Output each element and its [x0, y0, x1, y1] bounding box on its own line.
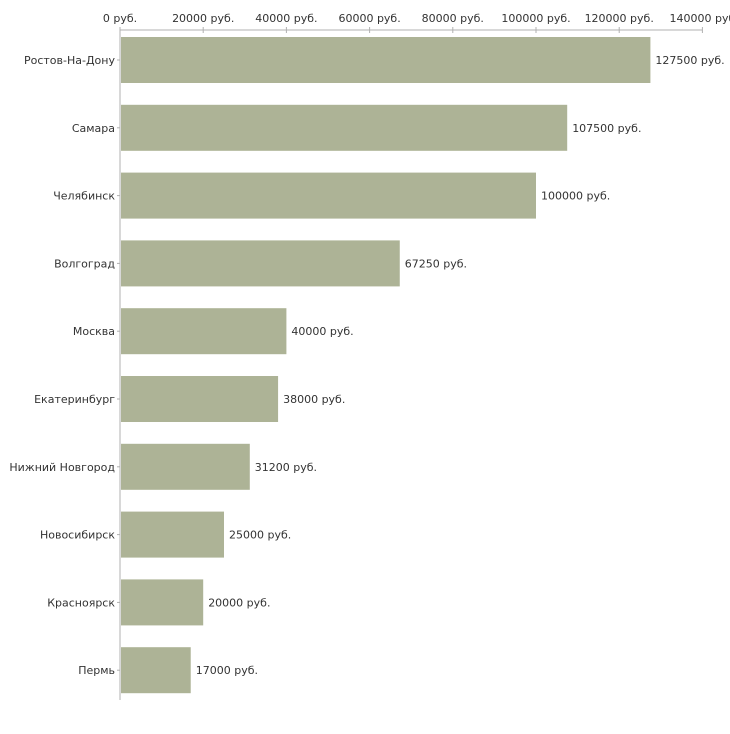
value-label: 107500 руб. — [572, 122, 641, 135]
category-label: Красноярск — [47, 596, 115, 609]
value-label: 25000 руб. — [229, 529, 291, 542]
bar — [121, 511, 224, 558]
x-tick-label: 0 руб. — [103, 12, 137, 25]
bar — [121, 172, 536, 219]
bar — [121, 579, 204, 626]
bar — [121, 443, 250, 490]
category-label: Челябинск — [53, 190, 115, 203]
bar — [121, 37, 651, 83]
x-tick-label: 140000 руб — [670, 12, 730, 25]
category-label: Пермь — [78, 664, 115, 677]
value-label: 20000 руб. — [208, 596, 270, 609]
category-label: Нижний Новгород — [9, 461, 115, 474]
value-label: 17000 руб. — [196, 664, 258, 677]
bar — [121, 104, 568, 151]
category-label: Самара — [72, 122, 115, 135]
category-label: Екатеринбург — [34, 393, 115, 406]
bar — [121, 376, 279, 422]
value-label: 38000 руб. — [283, 393, 345, 406]
category-label: Волгоград — [54, 257, 115, 270]
x-tick-label: 40000 руб. — [255, 12, 317, 25]
bars-group — [121, 37, 651, 694]
value-label: 127500 руб. — [655, 54, 724, 67]
x-tick-label: 120000 руб. — [585, 12, 654, 25]
x-axis-ticks: 0 руб. 20000 руб. 40000 руб. 60000 руб. 8000… — [103, 12, 730, 33]
value-label: 100000 руб. — [541, 190, 610, 203]
category-label: Ростов-На-Дону — [24, 54, 115, 67]
bar — [121, 308, 287, 355]
x-tick-label: 80000 руб. — [422, 12, 484, 25]
bar — [121, 240, 400, 287]
x-tick-label: 100000 руб. — [501, 12, 570, 25]
y-axis-labels: Ростов-На-Дону Самара Челябинск Волгоград Мо… — [9, 54, 120, 677]
category-label: Новосибирск — [40, 529, 115, 542]
x-tick-label: 20000 руб. — [172, 12, 234, 25]
x-tick-label: 60000 руб. — [338, 12, 400, 25]
value-label: 67250 руб. — [405, 257, 467, 270]
value-label: 31200 руб. — [255, 461, 317, 474]
bar — [121, 647, 191, 694]
value-label: 40000 руб. — [291, 325, 353, 338]
value-labels-group: 127500 руб. 107500 руб. 100000 руб. 67250 р… — [196, 54, 725, 677]
category-label: Москва — [73, 325, 115, 338]
